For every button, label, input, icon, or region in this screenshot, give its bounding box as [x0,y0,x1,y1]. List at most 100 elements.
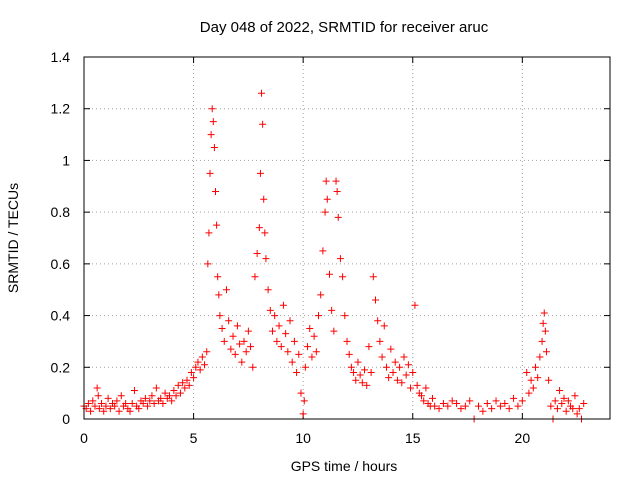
data-point [312,348,320,356]
data-point [212,187,219,195]
data-point [545,376,553,384]
data-point [172,392,180,400]
data-point [571,392,579,400]
data-point [361,366,369,374]
data-point [249,363,257,371]
data-point [334,213,342,221]
data-point [547,402,555,410]
data-point [126,407,134,415]
data-point [413,381,421,389]
data-point [369,273,377,281]
data-point [215,291,223,299]
data-point [198,353,206,361]
data-point [529,384,537,392]
data-point [259,120,267,128]
data-point [236,340,244,348]
data-point [266,306,274,314]
data-point [315,312,323,320]
data-point [231,350,239,358]
data-point [562,407,570,415]
data-point [411,301,419,309]
data-point [284,348,292,356]
x-tick-label: 5 [190,430,198,446]
data-point [161,389,169,397]
data-point [255,224,263,232]
data-point [556,387,564,395]
data-point [569,405,577,413]
data-point [282,330,290,338]
data-point [382,363,390,371]
data-point [523,368,531,376]
data-point [402,371,410,379]
data-point [325,270,333,278]
data-point [222,286,230,294]
data-point [354,358,362,366]
data-point [102,402,110,410]
data-point [435,405,443,413]
data-point [275,322,283,330]
data-point [290,337,298,345]
data-point [496,402,504,410]
data-point [293,368,301,376]
data-point [87,407,95,415]
data-point [564,397,572,405]
data-points [80,89,588,423]
data-point [558,399,566,407]
data-point [106,405,114,413]
data-point [130,387,138,395]
data-point [300,397,308,405]
data-point [208,105,216,113]
data-point [238,358,246,366]
data-point [194,358,202,366]
data-point [264,286,272,294]
data-point [165,392,173,400]
data-point [256,169,264,177]
x-axis-label: GPS time / hours [291,458,398,474]
data-point [192,363,200,371]
data-point [367,368,375,376]
grid [84,57,610,419]
data-point [400,353,408,361]
data-point [225,317,233,325]
data-point [536,353,544,361]
data-point [322,177,330,185]
data-point [148,392,156,400]
data-point [100,407,108,415]
data-point [580,399,588,407]
y-tick-label: 0.4 [51,308,71,324]
data-point [333,187,341,195]
data-point [301,363,309,371]
data-point [306,325,314,332]
data-point [317,291,325,299]
axis-ticks [83,56,610,420]
data-point [347,363,355,371]
data-point [206,169,214,177]
data-point [371,296,379,304]
data-point [159,399,167,407]
data-point [117,392,125,400]
data-point [168,397,176,405]
data-point [201,361,209,369]
data-point [531,363,539,371]
data-point [139,399,147,407]
x-tick-label: 10 [295,430,311,446]
data-point [128,399,136,407]
data-point [358,379,366,387]
data-point [95,405,103,413]
data-point [115,407,123,415]
data-point [187,368,195,376]
data-point [286,317,294,325]
data-point [328,306,336,314]
data-point [150,399,158,407]
data-point [190,374,198,382]
data-point [448,397,456,405]
data-point [271,312,279,320]
data-point [209,118,217,126]
data-point [365,343,373,351]
plot-frame [83,56,611,420]
data-point [356,371,364,379]
data-point [352,376,360,384]
data-point [260,195,268,203]
data-point [104,394,112,402]
